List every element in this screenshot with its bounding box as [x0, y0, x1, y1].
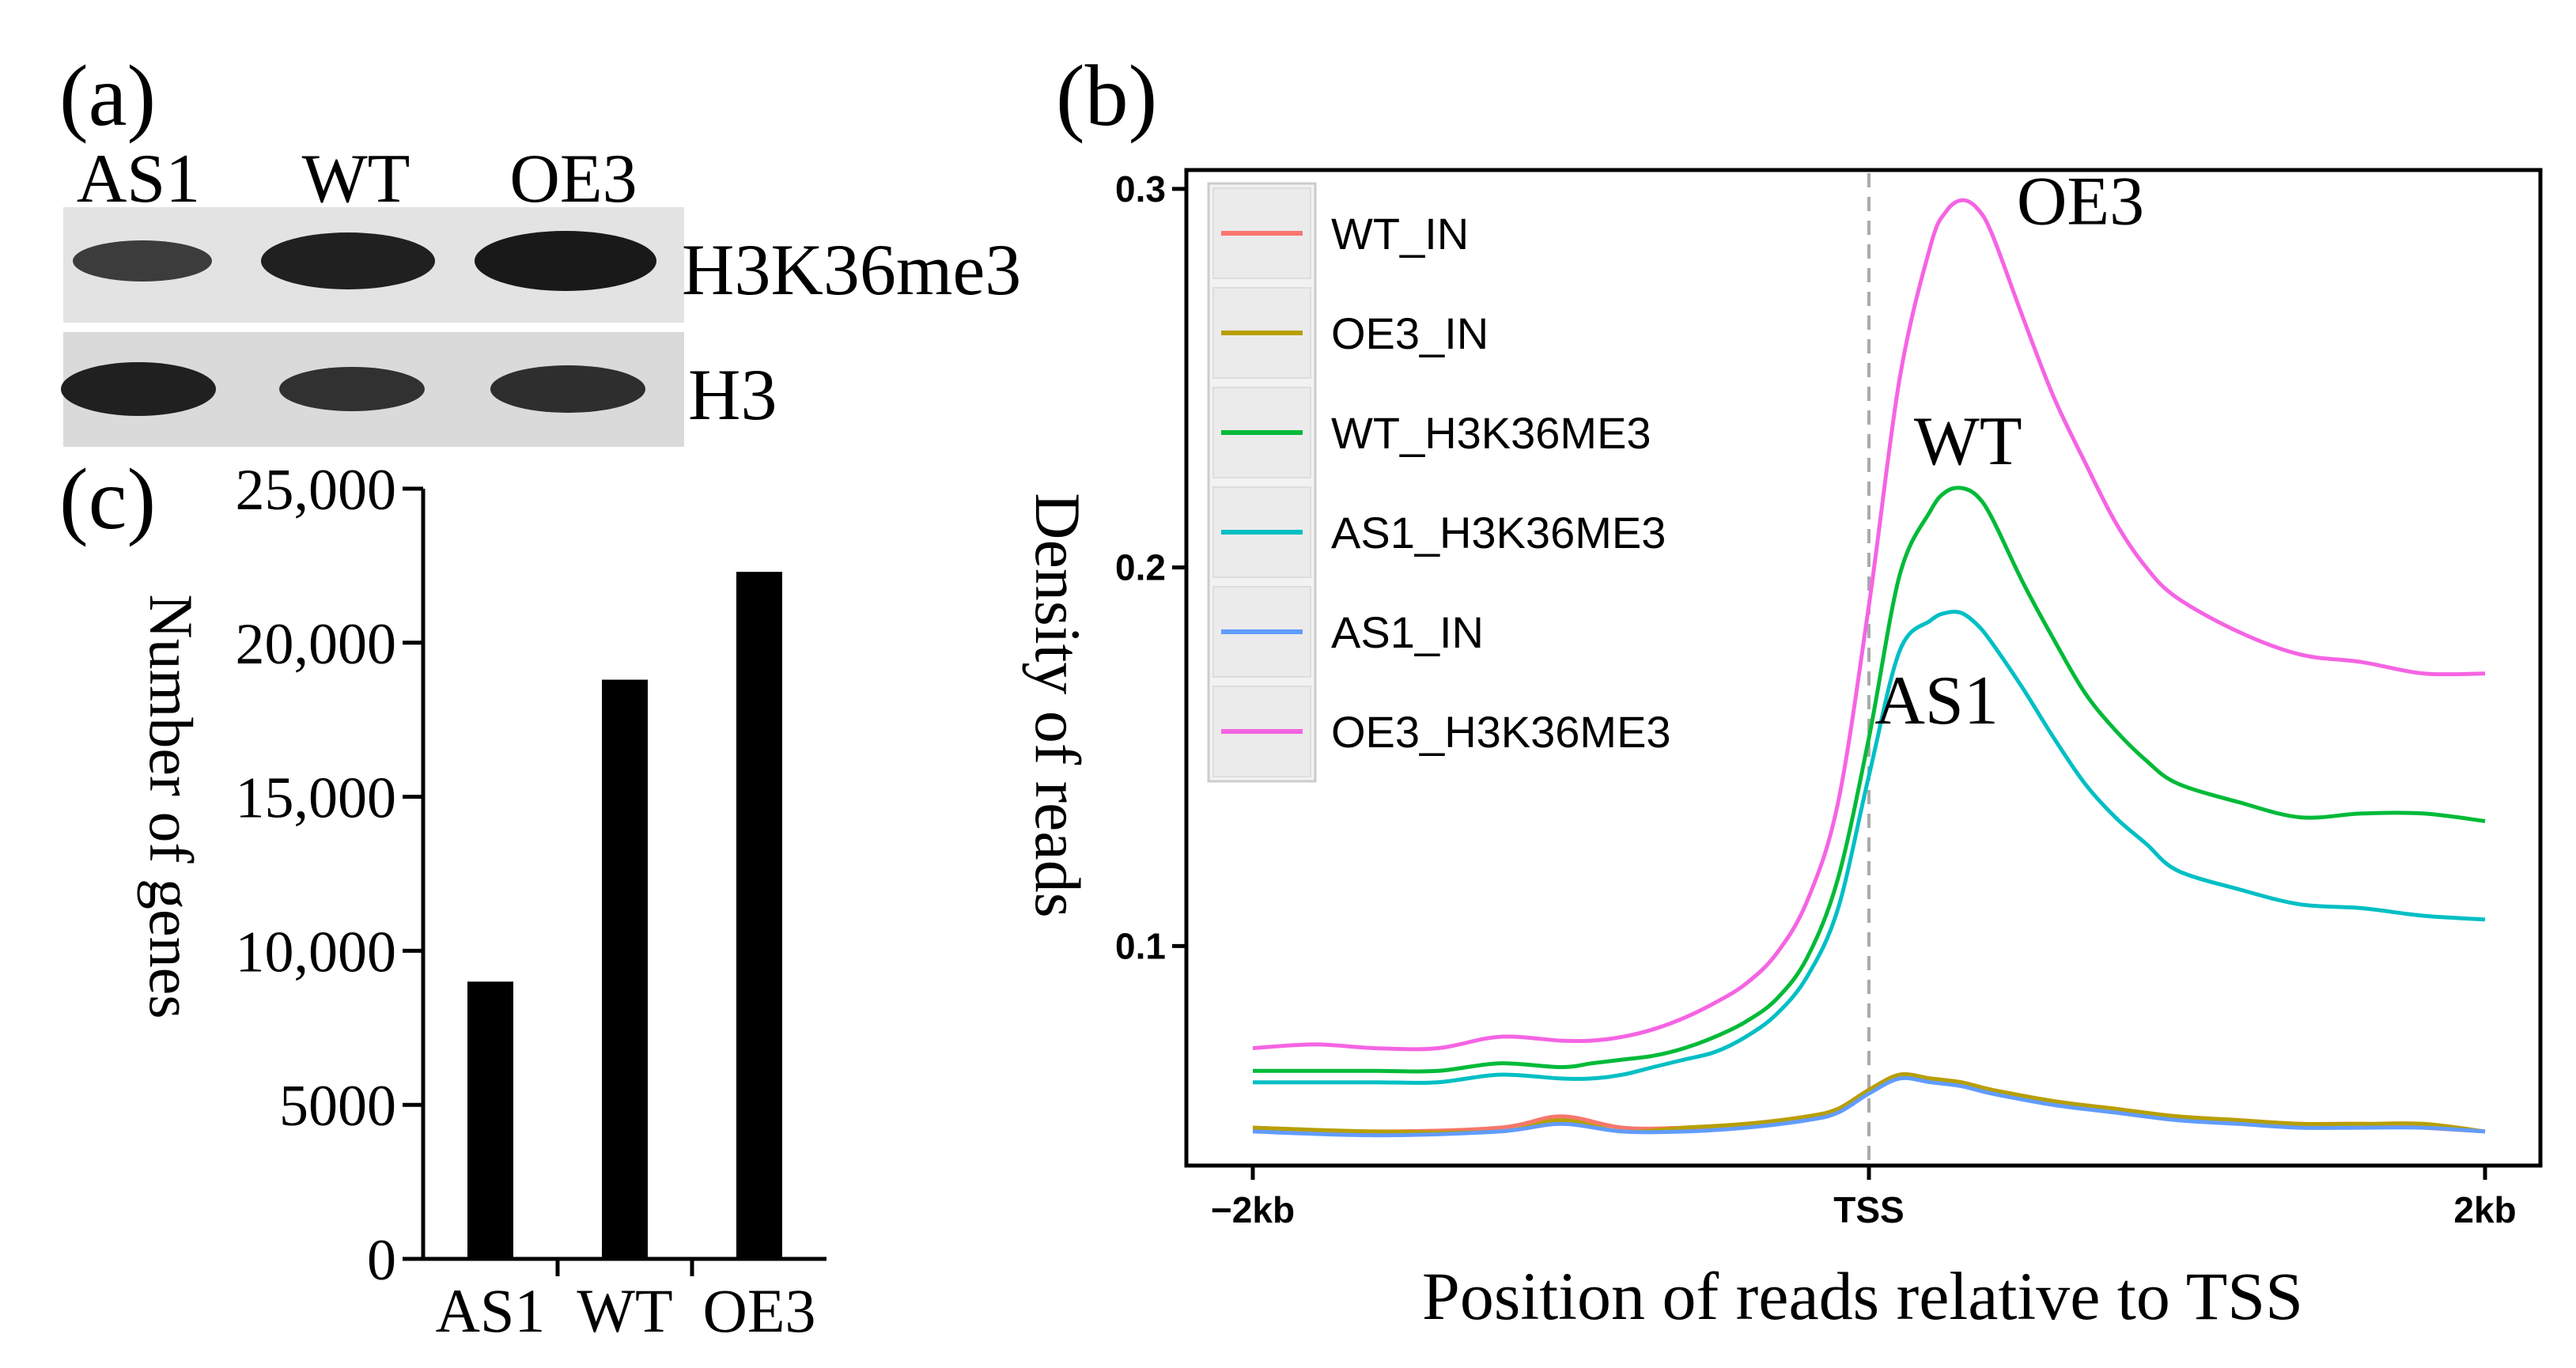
annotation-as1: AS1 — [1874, 663, 1999, 739]
line-chart-series — [1252, 198, 2486, 1138]
line-x-tick-label: 2kb — [2453, 1189, 2516, 1230]
bar-category-label: OE3 — [703, 1276, 816, 1345]
panel-b-label: (b) — [1056, 47, 1157, 144]
series-line-as1-h3k36me3 — [1252, 610, 2486, 1085]
lane-label-wt: WT — [302, 141, 410, 217]
line-chart-annotations: OE3 WT AS1 — [1874, 163, 2144, 739]
line-y-tick-label: 0.1 — [1115, 925, 1166, 966]
panel-a-label: (a) — [59, 47, 156, 144]
bar-wt — [602, 679, 648, 1259]
legend-label: AS1_H3K36ME3 — [1331, 508, 1666, 557]
legend-label: AS1_IN — [1331, 607, 1484, 657]
band-label-h3: H3 — [688, 354, 777, 435]
band-h3k36me3-oe3 — [475, 231, 656, 291]
bar-category-label: AS1 — [436, 1276, 546, 1345]
lane-label-oe3: OE3 — [509, 141, 637, 217]
line-x-tick-label: −2kb — [1211, 1189, 1295, 1230]
bar-as1 — [467, 981, 513, 1259]
bar-chart-ylabel: Number of genes — [137, 594, 206, 1018]
panel-b-line-chart: (b) Density of reads Position of reads r… — [1022, 47, 2543, 1334]
line-chart-frame: 0.1 0.2 0.3 −2kb TSS 2kb — [1115, 168, 2543, 1230]
line-chart-legend: WT_IN OE3_IN WT_H3K36ME3 AS1_H3K36ME3 AS1_IN… — [1207, 182, 1671, 783]
annotation-wt: WT — [1914, 403, 2022, 480]
band-h3-oe3 — [490, 365, 645, 413]
annotation-oe3: OE3 — [2017, 163, 2144, 240]
bar-oe3 — [736, 572, 782, 1259]
bar-y-tick-label: 25,000 — [236, 458, 397, 523]
bar-category-label: WT — [577, 1276, 672, 1345]
bar-y-tick-label: 15,000 — [236, 766, 397, 831]
line-x-tick-label: TSS — [1833, 1189, 1904, 1230]
band-h3-as1 — [61, 362, 216, 416]
band-label-h3k36me3: H3K36me3 — [682, 229, 1021, 310]
line-plot-border — [1184, 168, 2543, 1168]
series-line-oe3-h3k36me3 — [1252, 198, 2486, 1052]
bar-chart-bars — [467, 572, 782, 1259]
band-h3k36me3-as1 — [73, 240, 212, 282]
line-y-tick-label: 0.2 — [1115, 547, 1166, 588]
legend-label: WT_H3K36ME3 — [1331, 408, 1651, 458]
bar-y-tick-label: 5000 — [279, 1074, 396, 1139]
series-line-as1-in — [1252, 1075, 2486, 1138]
legend-label: OE3_IN — [1331, 308, 1488, 358]
panel-c-label: (c) — [59, 451, 156, 547]
series-line-oe3-in — [1252, 1072, 2486, 1135]
line-chart-ylabel: Density of reads — [1022, 493, 1094, 917]
legend-label: OE3_H3K36ME3 — [1331, 707, 1671, 757]
bar-y-tick-label: 0 — [367, 1228, 396, 1293]
legend-label: WT_IN — [1331, 209, 1469, 259]
bar-chart-labels: 0 5000 10,000 15,000 20,000 25,000 AS1 WT OE3 — [236, 458, 816, 1345]
lane-label-as1: AS1 — [77, 141, 201, 217]
line-chart-xlabel: Position of reads relative to TSS — [1422, 1258, 2303, 1334]
bar-y-tick-label: 20,000 — [236, 612, 397, 677]
bar-y-tick-label: 10,000 — [236, 920, 397, 984]
band-h3k36me3-wt — [261, 232, 435, 289]
series-line-wt-h3k36me3 — [1253, 486, 2486, 1074]
legend-key-column — [1207, 182, 1317, 783]
line-y-tick-label: 0.3 — [1115, 168, 1166, 210]
panel-c-bar-chart: (c) Number of genes 0 5000 10,000 15,000 20,… — [59, 451, 827, 1345]
band-h3-wt — [279, 367, 425, 411]
panel-a-western-blot: (a) AS1 WT OE3 H3K36me3 H3 — [59, 47, 1021, 447]
